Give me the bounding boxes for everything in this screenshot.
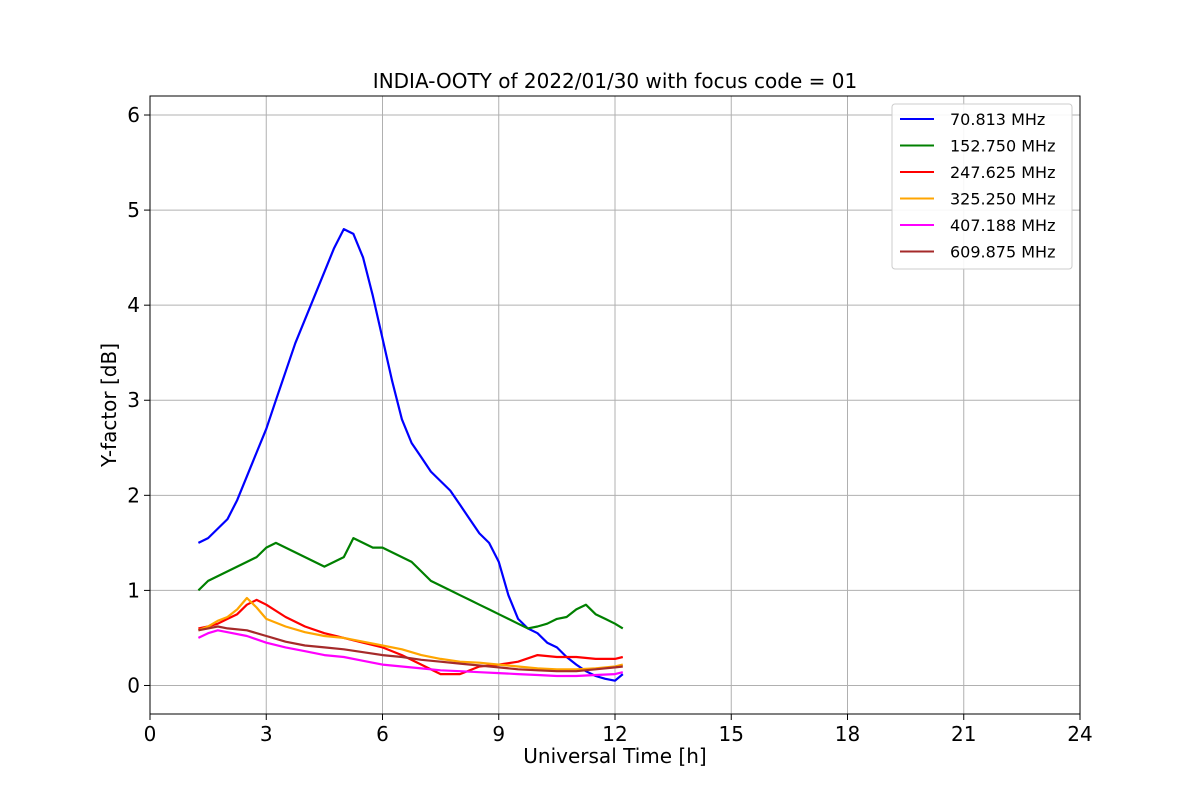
x-tick-label: 6 — [376, 722, 389, 746]
series-line-5 — [197, 629, 624, 678]
legend: 70.813 MHz 152.750 MHz 247.625 MHz 325.250 … — [891, 103, 1073, 270]
legend-label: 247.625 MHz — [950, 163, 1055, 182]
series-layer — [197, 228, 624, 682]
series-line-4 — [197, 596, 624, 671]
series-line-6 — [198, 625, 623, 673]
chart-title: INDIA-OOTY of 2022/01/30 with focus code… — [373, 69, 857, 93]
y-tick-label: 2 — [127, 483, 140, 507]
x-tick-label: 18 — [835, 722, 860, 746]
y-tick-label: 3 — [127, 388, 140, 412]
legend-label: 70.813 MHz — [950, 110, 1045, 129]
x-tick-label: 21 — [951, 722, 976, 746]
x-tick-label: 24 — [1067, 722, 1092, 746]
legend-label: 609.875 MHz — [950, 243, 1055, 262]
x-tick-label: 15 — [719, 722, 744, 746]
series-line-1 — [197, 228, 624, 682]
legend-label: 407.188 MHz — [950, 216, 1055, 235]
y-tick-label: 5 — [127, 198, 140, 222]
x-tick-label: 12 — [602, 722, 627, 746]
y-tick-label: 6 — [127, 103, 140, 127]
series-line-3 — [198, 598, 624, 676]
y-tick-label: 1 — [127, 578, 140, 602]
x-axis-label: Universal Time [h] — [523, 744, 706, 768]
legend-label: 152.750 MHz — [950, 137, 1055, 156]
y-axis-label: Y-factor [dB] — [97, 343, 121, 468]
y-tick-label: 4 — [127, 293, 140, 317]
legend-label: 325.250 MHz — [950, 190, 1055, 209]
y-tick-label: 0 — [127, 673, 140, 697]
x-tick-label: 0 — [144, 722, 157, 746]
x-tick-label: 3 — [260, 722, 273, 746]
x-tick-label: 9 — [492, 722, 505, 746]
legend-box — [891, 103, 1073, 270]
series-line-2 — [197, 537, 624, 630]
